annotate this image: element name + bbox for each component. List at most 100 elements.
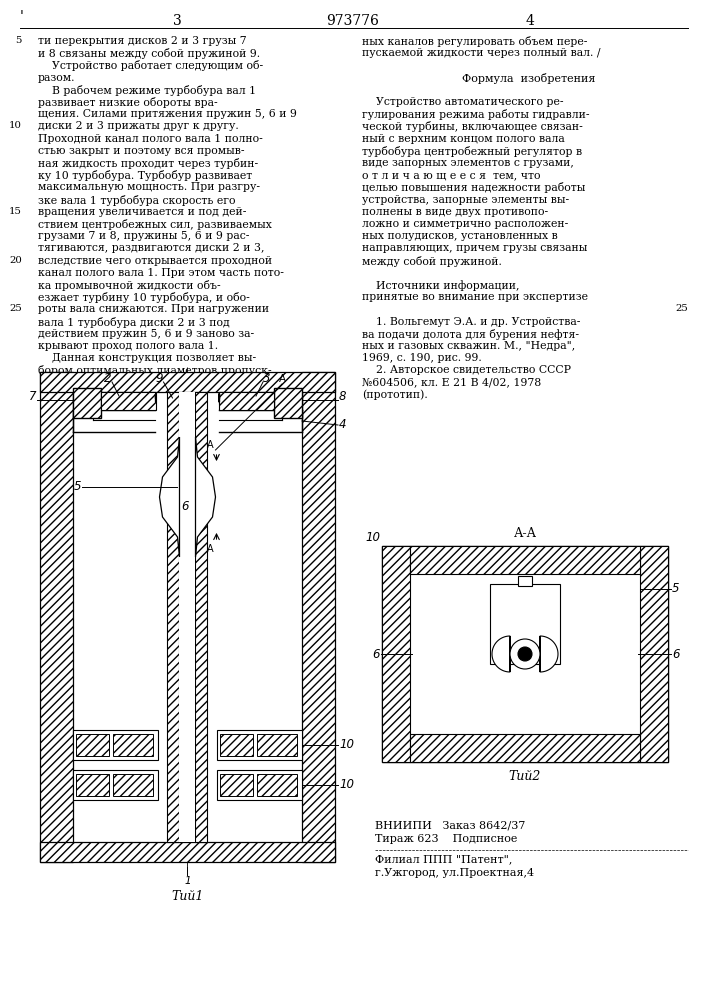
Text: езжает турбину 10 турбобура, и обо-: езжает турбину 10 турбобура, и обо- xyxy=(38,292,250,303)
Text: турбобура центробежный регулятор в: турбобура центробежный регулятор в xyxy=(362,146,582,157)
Bar xyxy=(73,730,158,760)
Text: развивает низкие обороты вра-: развивает низкие обороты вра- xyxy=(38,97,218,108)
Text: ': ' xyxy=(20,10,24,24)
Bar xyxy=(219,392,262,404)
Text: гулирования режима работы гидравли-: гулирования режима работы гидравли- xyxy=(362,109,590,120)
Text: 15: 15 xyxy=(9,207,22,216)
Text: 10: 10 xyxy=(339,738,354,752)
Bar xyxy=(217,770,302,800)
Text: 9: 9 xyxy=(156,372,163,385)
Text: Тираж 623    Подписное: Тираж 623 Подписное xyxy=(375,834,518,844)
Text: вала 1 турбобура диски 2 и 3 под: вала 1 турбобура диски 2 и 3 под xyxy=(38,317,230,328)
Text: 10: 10 xyxy=(339,778,354,792)
Text: 6: 6 xyxy=(672,648,679,660)
Bar xyxy=(73,770,158,800)
Bar xyxy=(101,392,156,410)
Text: 5: 5 xyxy=(16,36,22,45)
Bar xyxy=(40,372,73,862)
Text: 4: 4 xyxy=(339,418,346,432)
Text: ствием центробежных сил, развиваемых: ствием центробежных сил, развиваемых xyxy=(38,219,272,230)
Text: полнены в виде двух противопо-: полнены в виде двух противопо- xyxy=(362,207,548,217)
Bar xyxy=(490,584,560,664)
Text: бором оптимальных диаметров пропуск-: бором оптимальных диаметров пропуск- xyxy=(38,365,271,376)
Text: 8: 8 xyxy=(339,390,346,403)
Text: 3: 3 xyxy=(263,372,271,385)
Text: A: A xyxy=(207,544,214,554)
Text: ный с верхним концом полого вала: ный с верхним концом полого вала xyxy=(362,134,565,144)
Bar xyxy=(302,372,335,862)
Bar xyxy=(382,546,668,762)
Bar xyxy=(410,546,640,574)
Text: направляющих, причем грузы связаны: направляющих, причем грузы связаны xyxy=(362,243,588,253)
Text: 2: 2 xyxy=(104,372,112,385)
Bar xyxy=(217,730,302,760)
Text: пускаемой жидкости через полный вал. /: пускаемой жидкости через полный вал. / xyxy=(362,48,600,58)
Text: устройства, запорные элементы вы-: устройства, запорные элементы вы- xyxy=(362,195,569,205)
Text: ческой турбины, включающее связан-: ческой турбины, включающее связан- xyxy=(362,121,583,132)
Text: Данная конструкция позволяет вы-: Данная конструкция позволяет вы- xyxy=(38,353,256,363)
Text: Формула  изобретения: Формула изобретения xyxy=(448,73,596,84)
Text: и 8 связаны между собой пружиной 9.: и 8 связаны между собой пружиной 9. xyxy=(38,48,260,59)
Text: зке вала 1 турбобура скорость его: зке вала 1 турбобура скорость его xyxy=(38,195,235,206)
Text: Устройство автоматического ре-: Устройство автоматического ре- xyxy=(362,97,563,107)
Text: тягиваются, раздвигаются диски 2 и 3,: тягиваются, раздвигаются диски 2 и 3, xyxy=(38,243,264,253)
Text: 1: 1 xyxy=(185,876,191,886)
Circle shape xyxy=(518,647,532,661)
Bar xyxy=(113,774,153,796)
Text: 10: 10 xyxy=(365,531,380,544)
Text: крывают проход полого вала 1.: крывают проход полого вала 1. xyxy=(38,341,218,351)
Bar xyxy=(40,842,335,862)
Text: A: A xyxy=(279,374,286,384)
Circle shape xyxy=(510,639,540,669)
Text: ных полудисков, установленных в: ных полудисков, установленных в xyxy=(362,231,558,241)
Text: Филиал ППП "Патент",: Филиал ППП "Патент", xyxy=(375,854,513,864)
Text: максимальную мощность. При разгру-: максимальную мощность. При разгру- xyxy=(38,182,260,192)
Text: канал полого вала 1. При этом часть пото-: канал полого вала 1. При этом часть пото… xyxy=(38,268,284,278)
Text: В рабочем режиме турбобура вал 1: В рабочем режиме турбобура вал 1 xyxy=(38,85,256,96)
Text: ная жидкость проходит через турбин-: ная жидкость проходит через турбин- xyxy=(38,158,258,169)
Bar xyxy=(220,774,253,796)
Text: между собой пружиной.: между собой пружиной. xyxy=(362,256,502,267)
Polygon shape xyxy=(160,437,180,557)
Text: А-А: А-А xyxy=(513,527,537,540)
Polygon shape xyxy=(196,437,216,557)
Text: Проходной канал полого вала 1 полно-: Проходной канал полого вала 1 полно- xyxy=(38,134,263,144)
Text: 7: 7 xyxy=(28,390,36,403)
Text: 6: 6 xyxy=(182,500,189,514)
Bar xyxy=(168,392,180,842)
Text: ВНИИПИ   Заказ 8642/37: ВНИИПИ Заказ 8642/37 xyxy=(375,820,525,830)
Bar xyxy=(518,576,532,586)
Text: виде запорных элементов с грузами,: виде запорных элементов с грузами, xyxy=(362,158,574,168)
Text: ложно и симметрично расположен-: ложно и симметрично расположен- xyxy=(362,219,568,229)
Bar xyxy=(113,392,156,404)
Text: действием пружин 5, 6 и 9 заново за-: действием пружин 5, 6 и 9 заново за- xyxy=(38,329,254,339)
Text: Τий2: Τий2 xyxy=(509,770,541,783)
Bar xyxy=(382,546,410,762)
Bar xyxy=(262,392,302,404)
Text: ных каналов регулировать объем пере-: ных каналов регулировать объем пере- xyxy=(362,36,588,47)
Bar xyxy=(196,392,207,842)
Text: (прототип).: (прототип). xyxy=(362,390,428,400)
Text: принятые во внимание при экспертизе: принятые во внимание при экспертизе xyxy=(362,292,588,302)
Bar xyxy=(274,388,302,418)
Bar xyxy=(219,392,274,410)
Text: 20: 20 xyxy=(9,256,22,265)
Text: 3: 3 xyxy=(173,14,182,28)
Text: щения. Силами притяжения пружин 5, 6 и 9: щения. Силами притяжения пружин 5, 6 и 9 xyxy=(38,109,297,119)
Text: стью закрыт и поэтому вся промыв-: стью закрыт и поэтому вся промыв- xyxy=(38,146,245,156)
Text: грузами 7 и 8, пружины 5, 6 и 9 рас-: грузами 7 и 8, пружины 5, 6 и 9 рас- xyxy=(38,231,250,241)
Text: Устройство работает следующим об-: Устройство работает следующим об- xyxy=(38,60,263,71)
Text: 973776: 973776 xyxy=(327,14,380,28)
Bar xyxy=(410,734,640,762)
Text: 2. Авторское свидетельство СССР: 2. Авторское свидетельство СССР xyxy=(362,365,571,375)
Bar xyxy=(180,392,196,842)
Text: 25: 25 xyxy=(9,304,22,313)
Text: г.Ужгород, ул.Проектная,4: г.Ужгород, ул.Проектная,4 xyxy=(375,868,534,878)
Text: разом.: разом. xyxy=(38,73,76,83)
Text: 4: 4 xyxy=(525,14,534,28)
Text: диски 2 и 3 прижаты друг к другу.: диски 2 и 3 прижаты друг к другу. xyxy=(38,121,239,131)
Text: вследствие чего открывается проходной: вследствие чего открывается проходной xyxy=(38,256,272,266)
Text: 10: 10 xyxy=(9,121,22,130)
Text: 25: 25 xyxy=(675,304,688,313)
Text: №604506, кл. Е 21 В 4/02, 1978: №604506, кл. Е 21 В 4/02, 1978 xyxy=(362,378,542,388)
